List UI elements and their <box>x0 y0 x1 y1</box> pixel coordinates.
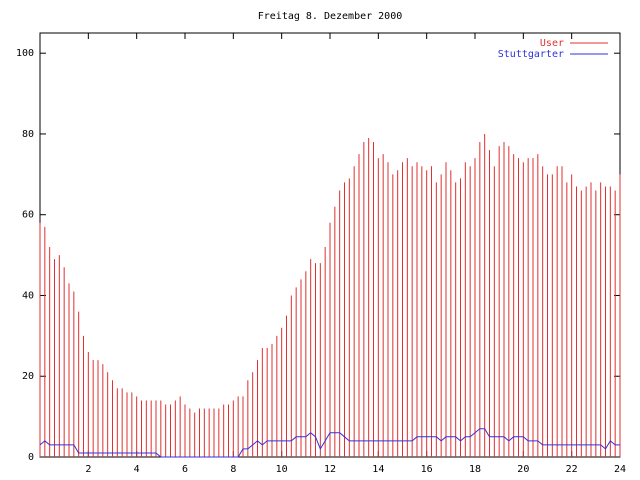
x-tick-label: 2 <box>85 464 91 475</box>
y-tick-label: 20 <box>22 371 34 382</box>
legend-label: User <box>540 38 564 49</box>
y-tick-label: 60 <box>22 210 34 221</box>
x-tick-label: 14 <box>372 464 384 475</box>
x-tick-label: 20 <box>517 464 529 475</box>
x-tick-label: 6 <box>182 464 188 475</box>
x-tick-label: 4 <box>134 464 140 475</box>
y-tick-label: 100 <box>16 48 34 59</box>
y-tick-label: 0 <box>28 452 34 463</box>
x-tick-label: 22 <box>566 464 578 475</box>
x-tick-label: 24 <box>614 464 626 475</box>
x-tick-label: 18 <box>469 464 481 475</box>
y-tick-label: 40 <box>22 290 34 301</box>
legend-label: Stuttgarter <box>498 49 564 60</box>
chart-title: Freitag 8. Dezember 2000 <box>258 11 403 22</box>
y-tick-label: 80 <box>22 129 34 140</box>
x-tick-label: 10 <box>276 464 288 475</box>
x-tick-label: 16 <box>421 464 433 475</box>
x-tick-label: 8 <box>230 464 236 475</box>
series-line <box>39 428 620 458</box>
x-tick-label: 12 <box>324 464 336 475</box>
